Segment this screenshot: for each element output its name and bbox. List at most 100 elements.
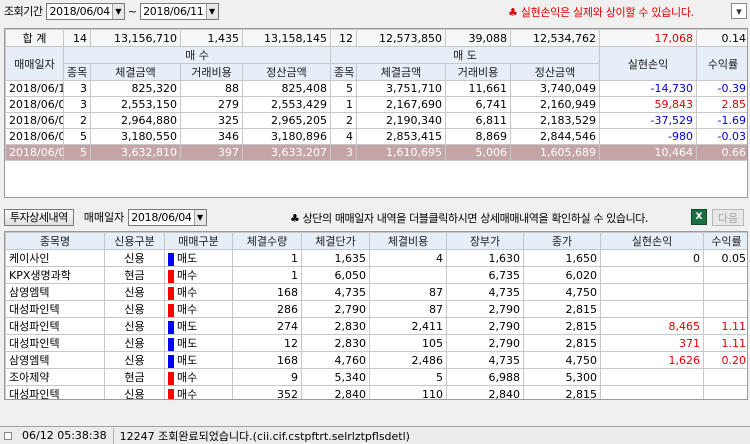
- detail-cell-credit: 신용: [104, 283, 165, 301]
- daily-cell-buy-settle: 2,965,205: [242, 112, 331, 129]
- summary-return-rate: 0.14: [696, 29, 747, 47]
- detail-cell-return-rate: 0.20: [703, 351, 747, 369]
- detail-row[interactable]: 대성파인텍 신용 매도 274 2,830 2,411 2,790 2,815 8,465 1.1…: [5, 317, 747, 335]
- start-date-dropdown-icon[interactable]: ▼: [111, 3, 124, 19]
- status-message: 12247 조회완료되었습니다.(cii.cif.cstpftrt.selrlz…: [119, 429, 410, 443]
- detail-date-dropdown-icon[interactable]: ▼: [193, 209, 206, 225]
- daily-cell-buy-amount: 3,180,550: [90, 128, 181, 145]
- end-date-picker[interactable]: 2018/06/11 ▼: [140, 2, 219, 20]
- detail-cell-close: 6,020: [523, 266, 601, 284]
- daily-row[interactable]: 2018/06/0722,964,8803252,965,20522,190,3…: [5, 112, 747, 129]
- detail-cell-fee: 87: [369, 283, 447, 301]
- daily-cell-date: 2018/06/08: [5, 96, 64, 113]
- header-sell: 매 도: [330, 46, 600, 64]
- detail-cell-book: 1,630: [446, 249, 524, 267]
- detail-cell-realized: [600, 300, 704, 318]
- detail-date-value[interactable]: 2018/06/04: [131, 210, 192, 224]
- detail-row[interactable]: 조아제약 현금 매수 9 5,340 5 6,988 5,300: [5, 368, 747, 386]
- daily-cell-sell-settle: 2,844,546: [510, 128, 600, 145]
- daily-row[interactable]: 2018/06/0453,632,8103973,633,20731,610,6…: [5, 144, 747, 161]
- header-credit: 신용구분: [104, 232, 165, 250]
- date-range-separator: ~: [127, 4, 138, 18]
- query-bar: 조회기간 2018/06/04 ▼ ~ 2018/06/11 ▼ ♣ 실현손익은…: [0, 0, 750, 22]
- summary-sell-fee: 39,088: [445, 29, 511, 47]
- status-indicator-icon: [4, 431, 12, 440]
- detail-cell-credit: 신용: [104, 351, 165, 369]
- detail-cell-credit: 신용: [104, 317, 165, 335]
- detail-row[interactable]: 케이사인 신용 매도 1 1,635 4 1,630 1,650 0 0.05: [5, 249, 747, 267]
- daily-cell-sell-count: 1: [330, 96, 357, 113]
- buy-marker-icon: [168, 269, 174, 283]
- detail-cell-book: 6,988: [446, 368, 524, 386]
- detail-cell-name: 삼영엠텍: [5, 283, 105, 301]
- trade-detail-grid: 종목명 신용구분 매매구분 체결수량 체결단가 체결비용 장부가 종가 실현손익…: [4, 231, 748, 400]
- header-sell-fee: 거래비용: [445, 63, 511, 81]
- detail-rows: 케이사인 신용 매도 1 1,635 4 1,630 1,650 0 0.05 KPX생명과학 현금 매…: [5, 249, 747, 399]
- detail-cell-book: 2,790: [446, 334, 524, 352]
- daily-cell-buy-count: 2: [63, 112, 91, 129]
- detail-row[interactable]: 대성파인텍 신용 매수 352 2,840 110 2,840 2,815: [5, 385, 747, 399]
- daily-cell-sell-fee: 8,869: [445, 128, 511, 145]
- detail-cell-credit: 현금: [104, 266, 165, 284]
- end-date-dropdown-icon[interactable]: ▼: [205, 3, 218, 19]
- detail-cell-credit: 신용: [104, 334, 165, 352]
- detail-cell-fee: 110: [369, 385, 447, 399]
- detail-cell-credit: 신용: [104, 385, 165, 399]
- daily-cell-date: 2018/06/07: [5, 112, 64, 129]
- daily-cell-sell-fee: 6,811: [445, 112, 511, 129]
- detail-cell-fee: 2,411: [369, 317, 447, 335]
- header-detail-return: 수익률: [703, 232, 747, 250]
- club-icon: ♣: [508, 6, 518, 19]
- header-return-rate: 수익률: [696, 46, 747, 81]
- detail-cell-qty: 286: [232, 300, 302, 318]
- detail-cell-credit: 신용: [104, 249, 165, 267]
- panel-option-button[interactable]: ▾: [731, 3, 747, 19]
- daily-cell-realized: -14,730: [599, 80, 697, 97]
- daily-cell-sell-fee: 6,741: [445, 96, 511, 113]
- detail-row[interactable]: 삼영엠텍 신용 매수 168 4,735 87 4,735 4,750: [5, 283, 747, 301]
- daily-cell-buy-amount: 2,964,880: [90, 112, 181, 129]
- daily-row[interactable]: 2018/06/0832,553,1502792,553,42912,167,6…: [5, 96, 747, 113]
- detail-cell-book: 2,790: [446, 317, 524, 335]
- daily-cell-sell-settle: 2,183,529: [510, 112, 600, 129]
- status-time: 06/12 05:38:38: [16, 427, 114, 444]
- detail-row[interactable]: KPX생명과학 현금 매수 1 6,050 6,735 6,020: [5, 266, 747, 284]
- header-side: 매매구분: [164, 232, 233, 250]
- detail-row[interactable]: 대성파인텍 신용 매도 12 2,830 105 2,790 2,815 371 1.11: [5, 334, 747, 352]
- detail-cell-realized: 371: [600, 334, 704, 352]
- club-icon: ♣: [290, 212, 300, 225]
- excel-export-icon[interactable]: X: [691, 209, 707, 225]
- start-date-value[interactable]: 2018/06/04: [49, 4, 110, 18]
- daily-cell-buy-count: 5: [63, 144, 91, 161]
- next-button[interactable]: 다음: [712, 209, 744, 226]
- detail-cell-book: 2,790: [446, 300, 524, 318]
- header-qty: 체결수량: [232, 232, 302, 250]
- detail-row[interactable]: 삼영엠텍 신용 매도 168 4,760 2,486 4,735 4,750 1,626 0.20: [5, 351, 747, 369]
- daily-header-row-1: 매매일자 매 수 매 도 실현손익 수익률: [5, 46, 747, 81]
- daily-row[interactable]: 2018/06/113825,32088825,40853,751,71011,…: [5, 80, 747, 97]
- start-date-picker[interactable]: 2018/06/04 ▼: [46, 2, 125, 20]
- detail-date-picker[interactable]: 2018/06/04 ▼: [128, 208, 207, 226]
- daily-row[interactable]: 2018/06/0553,180,5503463,180,89642,853,4…: [5, 128, 747, 145]
- detail-cell-name: 대성파인텍: [5, 385, 105, 399]
- summary-buy-fee: 1,435: [180, 29, 243, 47]
- header-buy-amount: 체결금액: [90, 63, 181, 81]
- end-date-value[interactable]: 2018/06/11: [143, 4, 204, 18]
- daily-rows: 2018/06/113825,32088825,40853,751,71011,…: [5, 80, 747, 161]
- daily-cell-sell-count: 2: [330, 112, 357, 129]
- daily-cell-sell-count: 5: [330, 80, 357, 97]
- detail-row[interactable]: 대성파인텍 신용 매수 286 2,790 87 2,790 2,815: [5, 300, 747, 318]
- detail-cell-name: 대성파인텍: [5, 317, 105, 335]
- sell-marker-icon: [168, 252, 174, 266]
- daily-cell-buy-fee: 397: [180, 144, 243, 161]
- detail-cell-realized: 8,465: [600, 317, 704, 335]
- warning-text: 실현손익은 실제와 상이할 수 있습니다.: [520, 6, 694, 19]
- detail-cell-side: 매수: [164, 283, 233, 301]
- detail-hint: ♣ 상단의 매매일자 내역을 더블클릭하시면 상세매매내역을 확인하실 수 있습…: [290, 210, 649, 226]
- detail-cell-price: 6,050: [301, 266, 370, 284]
- detail-cell-qty: 1: [232, 249, 302, 267]
- detail-cell-price: 2,840: [301, 385, 370, 399]
- period-label: 조회기간: [4, 5, 43, 18]
- detail-cell-close: 2,815: [523, 334, 601, 352]
- investment-detail-button[interactable]: 투자상세내역: [4, 208, 74, 226]
